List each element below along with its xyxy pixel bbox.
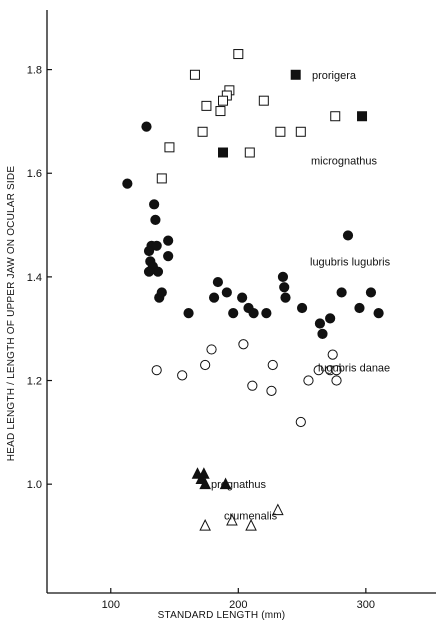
- x-axis-label: STANDARD LENGTH (mm): [158, 610, 286, 620]
- triangle-marker: [272, 503, 284, 516]
- circle-marker: [150, 214, 161, 225]
- y-tick-label: 1.0: [27, 479, 42, 491]
- square-marker: [233, 49, 244, 60]
- square-marker: [218, 147, 229, 158]
- circle-marker: [149, 199, 160, 210]
- circle-marker: [313, 365, 324, 376]
- triangle-marker: [198, 467, 210, 479]
- triangle-marker: [199, 477, 211, 490]
- circle-marker: [342, 230, 354, 241]
- circle-marker: [237, 292, 248, 303]
- circle-marker: [280, 292, 291, 303]
- square-marker: [295, 126, 306, 137]
- circle-marker: [331, 365, 342, 376]
- square-marker: [156, 173, 167, 184]
- circle-marker: [238, 339, 249, 350]
- circle-marker: [365, 287, 377, 298]
- square-marker: [330, 111, 341, 122]
- circle-marker: [163, 235, 174, 246]
- y-tick-label: 1.2: [27, 376, 42, 388]
- circle-marker: [261, 308, 272, 319]
- square-marker: [290, 69, 301, 80]
- circle-marker: [325, 313, 336, 324]
- circle-marker: [200, 359, 211, 371]
- square-marker: [197, 126, 208, 137]
- circle-marker: [247, 380, 258, 391]
- x-tick-label: 300: [357, 599, 375, 611]
- y-tick-label: 1.8: [27, 65, 42, 77]
- circle-marker: [151, 365, 162, 376]
- triangle-marker: [226, 513, 238, 526]
- square-marker: [218, 95, 229, 106]
- y-axis-label: HEAD LENGTH / LENGTH OF UPPER JAW ON OCU…: [6, 166, 17, 462]
- circle-marker: [143, 245, 155, 257]
- triangle-marker: [219, 477, 232, 490]
- square-marker: [164, 142, 175, 153]
- circle-marker: [295, 416, 306, 428]
- axis-ticks: 100 200 300 1.0 1.2 1.4 1.6 1.8: [27, 65, 375, 611]
- series-label-prognathus: prognathus: [211, 479, 267, 491]
- triangle-marker: [199, 519, 211, 531]
- circle-marker: [152, 266, 164, 277]
- x-tick-label: 200: [229, 599, 247, 611]
- square-marker: [275, 126, 286, 137]
- square-marker: [357, 111, 368, 122]
- circle-marker: [354, 302, 365, 314]
- circle-marker: [336, 287, 347, 298]
- circle-marker: [177, 370, 188, 381]
- series-label-crumenalis: crumenalis: [224, 510, 278, 522]
- circle-marker: [303, 375, 314, 386]
- circle-marker: [331, 375, 342, 386]
- series-label-lugubris-danae: lugubris danae: [318, 363, 390, 375]
- circle-marker: [156, 287, 167, 298]
- series-labels: prorigera micrognathus lugubris lugubris lu…: [211, 70, 391, 522]
- circle-marker: [206, 344, 217, 355]
- circle-marker: [296, 302, 308, 314]
- data-markers: [122, 49, 384, 531]
- circle-marker: [183, 308, 194, 319]
- circle-marker: [267, 359, 278, 371]
- circle-marker: [327, 349, 338, 360]
- circle-marker: [314, 318, 326, 329]
- circle-marker: [279, 282, 290, 293]
- circle-marker: [151, 240, 162, 251]
- circle-marker: [122, 178, 133, 189]
- circle-marker: [143, 266, 155, 277]
- circle-marker: [266, 385, 277, 396]
- series-label-micrognathus: micrognathus: [311, 155, 378, 167]
- circle-marker: [228, 308, 239, 319]
- square-marker: [189, 69, 200, 80]
- circle-marker: [163, 251, 174, 262]
- circle-marker: [248, 308, 259, 319]
- circle-marker: [373, 308, 384, 319]
- circle-marker: [221, 287, 232, 298]
- square-marker: [258, 95, 269, 106]
- y-tick-label: 1.6: [27, 168, 42, 180]
- x-tick-label: 100: [102, 599, 120, 611]
- circle-marker: [208, 292, 220, 303]
- square-marker: [215, 106, 226, 117]
- triangle-marker: [245, 519, 257, 531]
- circle-marker: [212, 276, 224, 288]
- square-marker: [244, 147, 255, 158]
- y-tick-label: 1.4: [27, 272, 42, 284]
- square-marker: [201, 100, 212, 111]
- circle-marker: [141, 121, 152, 132]
- series-label-lugubris-lugubris: lugubris lugubris: [310, 256, 391, 268]
- circle-marker: [317, 328, 328, 339]
- circle-marker: [277, 271, 289, 282]
- series-label-prorigera: prorigera: [312, 70, 357, 82]
